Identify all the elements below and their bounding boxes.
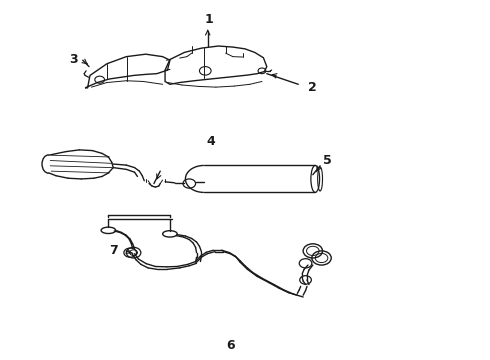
Text: 2: 2 <box>308 81 317 94</box>
Text: 4: 4 <box>207 135 216 148</box>
Text: 1: 1 <box>204 13 213 26</box>
Text: 7: 7 <box>109 244 118 257</box>
Text: 3: 3 <box>69 53 78 66</box>
Text: 6: 6 <box>226 339 235 352</box>
Text: 5: 5 <box>322 154 331 167</box>
